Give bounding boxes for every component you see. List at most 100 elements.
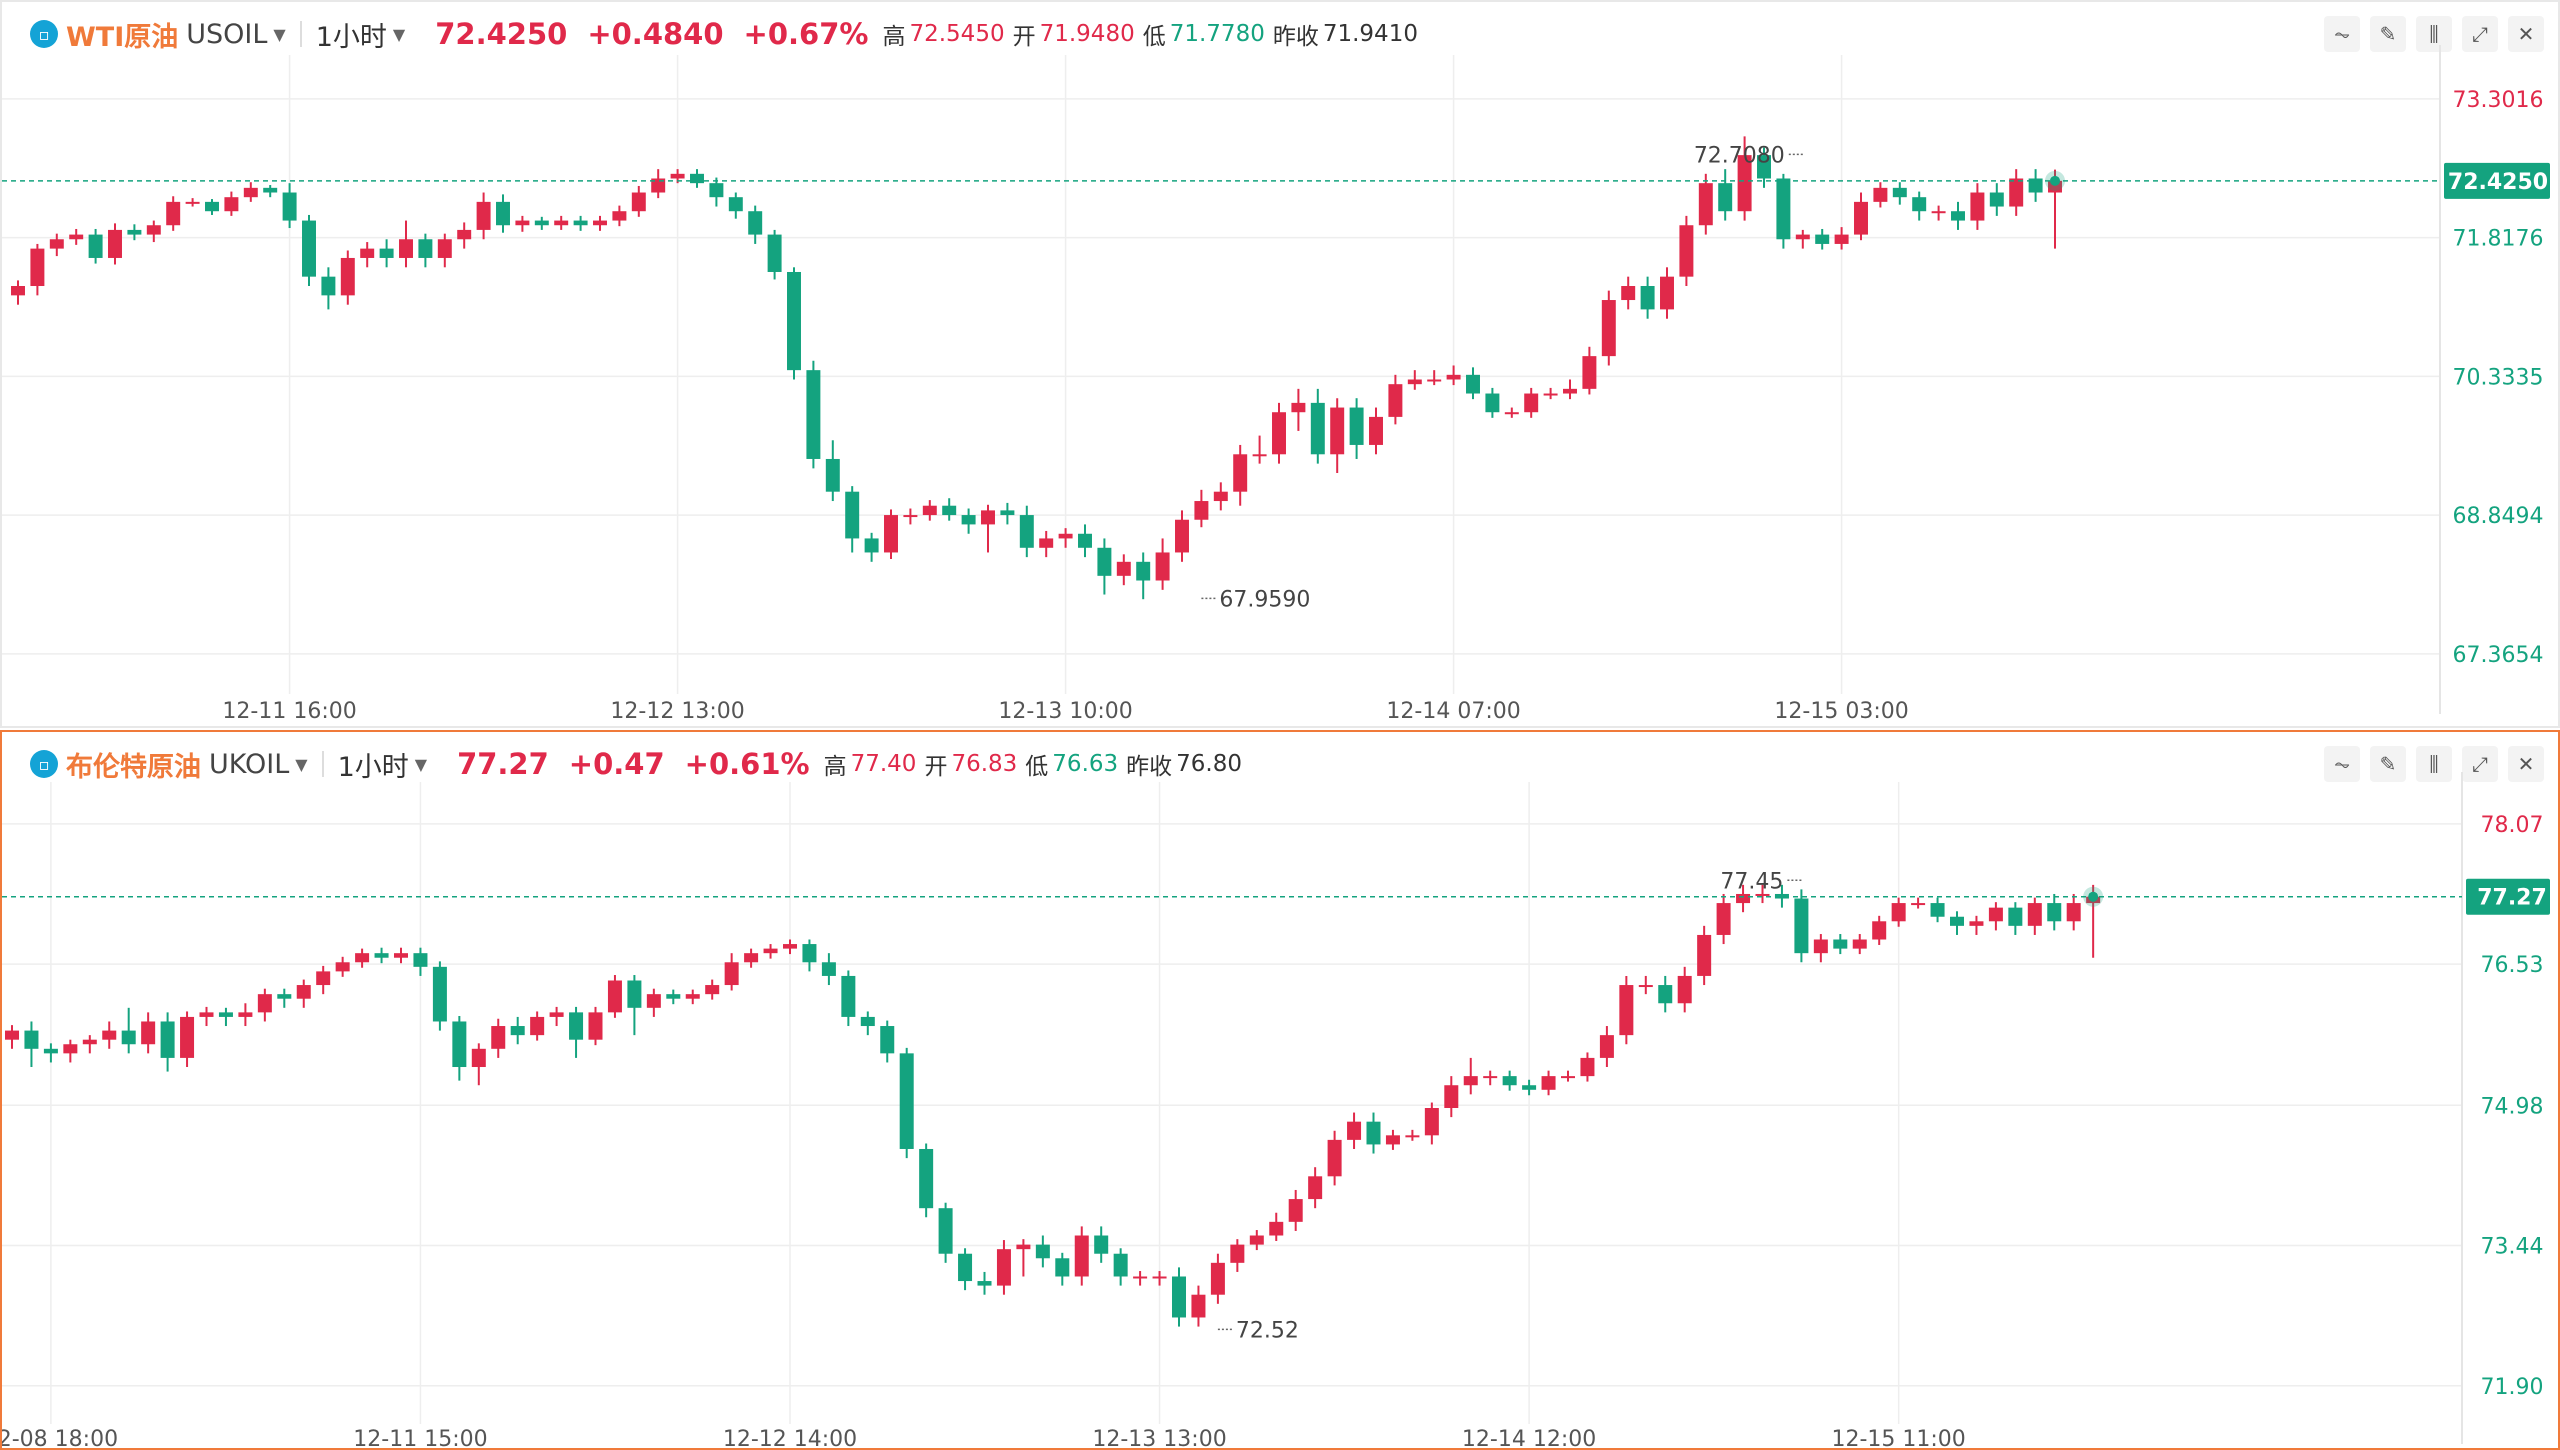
x-tick-label: 12-12 14:00: [723, 1427, 857, 1448]
x-tick-label: 12-11 15:00: [353, 1427, 487, 1448]
candle-body: [1000, 510, 1015, 516]
candle-body: [1233, 454, 1248, 492]
candle-body: [1349, 407, 1364, 445]
wti-change-pct: +0.67%: [743, 17, 869, 51]
expand-icon[interactable]: ⤢: [2462, 746, 2498, 782]
wti-symbol-code[interactable]: USOIL: [186, 18, 268, 50]
x-tick-label: 12-13 10:00: [998, 699, 1132, 724]
last-price-badge: [2444, 162, 2550, 199]
close-icon[interactable]: ✕: [2508, 746, 2544, 782]
candle-body: [1388, 384, 1403, 417]
candle-body: [651, 178, 666, 193]
candle-body: [1892, 187, 1907, 198]
candle-body: [1175, 519, 1189, 553]
wti-symbol-name[interactable]: WTI原油: [66, 21, 179, 53]
candle-body: [1794, 898, 1809, 954]
candle-body: [782, 944, 798, 949]
candle-body: [1658, 985, 1673, 1004]
candle-body: [627, 980, 642, 1008]
brent-symbol-name[interactable]: 布伦特原油: [66, 751, 201, 783]
symbol-logo-icon: ▫: [30, 750, 58, 778]
candle-body: [355, 953, 370, 963]
line-tool-icon[interactable]: ⏦: [2324, 746, 2360, 782]
brent-interval-select[interactable]: 1小时: [337, 751, 409, 783]
candle-body: [1249, 1235, 1264, 1245]
candle-body: [399, 239, 413, 258]
candle-body: [69, 234, 84, 240]
candle-body: [534, 220, 549, 226]
candle-body: [1774, 893, 1789, 899]
candle-body: [1677, 975, 1692, 1004]
candle-body: [43, 1048, 58, 1054]
candle-body: [1563, 388, 1577, 394]
candle-body: [1522, 1085, 1537, 1090]
candle-body: [1795, 234, 1810, 240]
candle-body: [1640, 286, 1655, 310]
last-price-badge: [2466, 878, 2550, 915]
y-tick-label: 74.98: [2481, 1094, 2544, 1119]
candle-body: [452, 1021, 467, 1068]
brent-change: +0.47: [568, 747, 665, 781]
brent-toolbar: ⏦ ✎ ⫼ ⤢ ✕: [2324, 746, 2544, 782]
draw-icon[interactable]: ✎: [2370, 746, 2406, 782]
candle-body: [530, 1016, 545, 1036]
wti-candlestick-chart[interactable]: 73.3016 71.8176 70.3335 68.8494 67.3654 12-11…: [2, 2, 2558, 726]
candle-body: [1171, 1276, 1187, 1318]
candle-body: [631, 192, 646, 212]
candle-body: [607, 980, 622, 1013]
draw-icon[interactable]: ✎: [2370, 16, 2406, 52]
divider: [299, 21, 302, 47]
candle-body: [1366, 1121, 1381, 1145]
candle-body: [1035, 1244, 1050, 1259]
candle-body: [393, 953, 409, 958]
candle-icon[interactable]: ⫼: [2416, 16, 2452, 52]
chevron-down-icon[interactable]: ▼: [295, 754, 308, 774]
wti-interval-select[interactable]: 1小时: [315, 21, 387, 53]
last-price-dot: [2050, 175, 2060, 186]
candle-body: [302, 220, 316, 277]
candle-icon[interactable]: ⫼: [2416, 746, 2452, 782]
candle-body: [1737, 155, 1752, 212]
candle-body: [1155, 552, 1170, 581]
candle-body: [1152, 1276, 1167, 1279]
candle-body: [1308, 1176, 1323, 1200]
candle-body: [49, 239, 64, 249]
candle-body: [744, 953, 759, 963]
candle-body: [1097, 547, 1112, 576]
brent-symbol-code[interactable]: UKOIL: [209, 748, 290, 780]
candle-body: [1385, 1135, 1400, 1145]
brent-low-label: 低: [1025, 754, 1049, 780]
wti-chart-panel: ▫ WTI原油 USOIL ▼ 1小时 ▼ 72.4250 +0.4840 +0…: [0, 0, 2560, 728]
brent-prev-value: 76.80: [1176, 751, 1243, 777]
candle-body: [2066, 903, 2081, 922]
candle-body: [1969, 921, 1984, 926]
expand-icon[interactable]: ⤢: [2462, 16, 2498, 52]
candle-body: [690, 173, 704, 184]
candle-body: [432, 966, 447, 1022]
candle-body: [1210, 1262, 1225, 1295]
candle-body: [296, 985, 311, 999]
candle-body: [1502, 1076, 1517, 1086]
max-price-label: 72.7080: [1694, 143, 1785, 168]
candle-body: [418, 239, 433, 258]
candle-body: [496, 201, 510, 226]
brent-candlestick-chart[interactable]: 78.07 76.53 74.98 73.44 71.90 12-08 18:00 12-1…: [2, 732, 2558, 1448]
x-tick-label: 12-15 03:00: [1774, 699, 1908, 724]
candle-body: [1716, 903, 1731, 935]
candle-body: [880, 1026, 895, 1054]
line-tool-icon[interactable]: ⏦: [2324, 16, 2360, 52]
wti-open-value: 71.9480: [1039, 21, 1135, 47]
chevron-down-icon[interactable]: ▼: [392, 24, 406, 44]
chevron-down-icon[interactable]: ▼: [273, 24, 286, 44]
candle-body: [1347, 1121, 1362, 1140]
candle-body: [1619, 985, 1634, 1036]
close-icon[interactable]: ✕: [2508, 16, 2544, 52]
chevron-down-icon[interactable]: ▼: [414, 754, 428, 774]
candle-body: [1485, 393, 1500, 413]
candle-body: [748, 211, 763, 235]
brent-high-label: 高: [823, 754, 847, 780]
wti-toolbar: ⏦ ✎ ⫼ ⤢ ✕: [2324, 16, 2544, 52]
candle-body: [961, 515, 976, 525]
x-tick-label: 12-12 13:00: [610, 699, 744, 724]
candle-body: [476, 201, 491, 230]
